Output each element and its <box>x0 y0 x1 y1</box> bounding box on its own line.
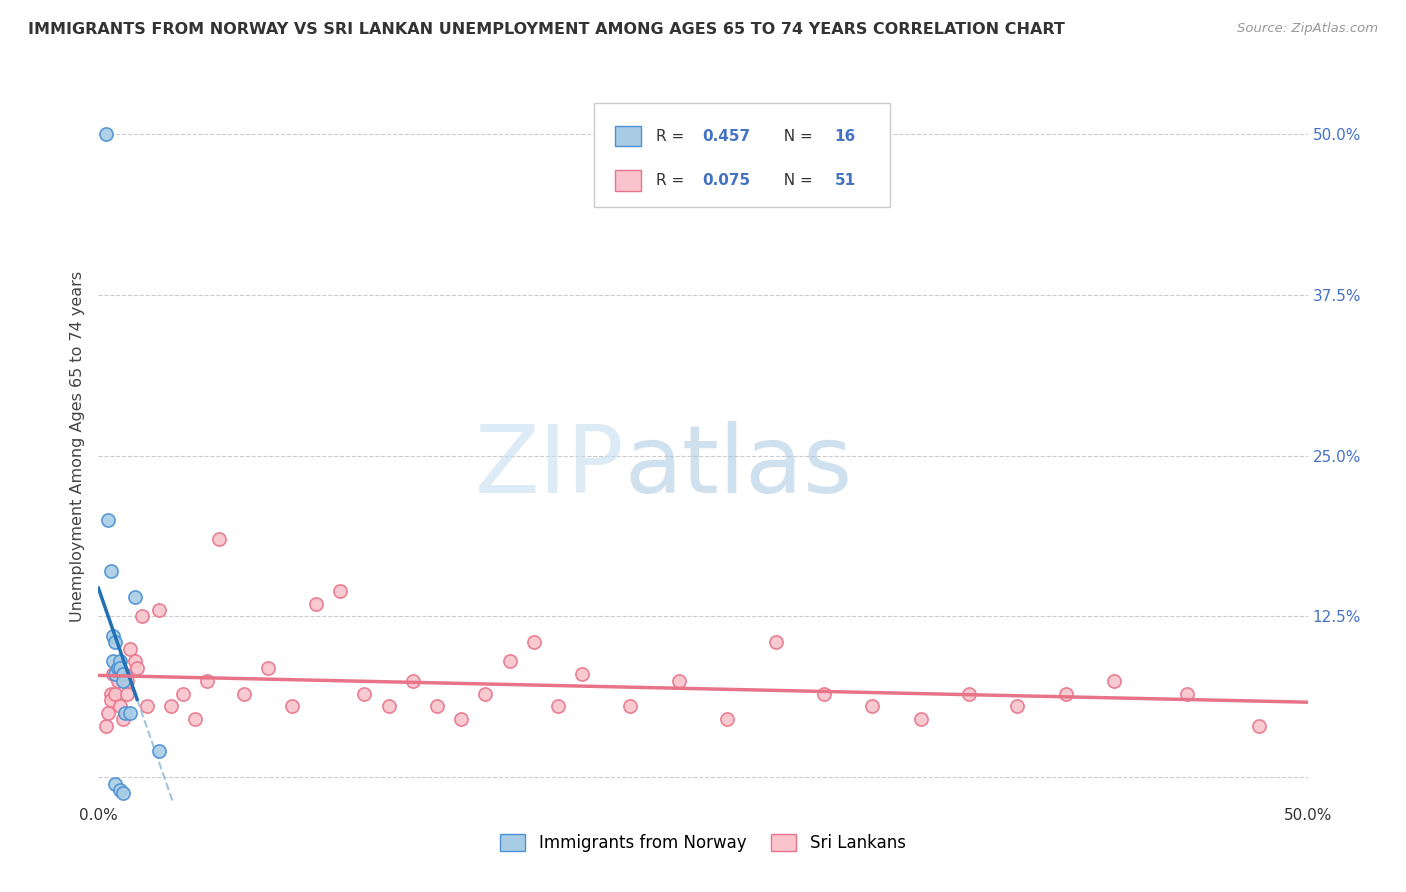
Text: Source: ZipAtlas.com: Source: ZipAtlas.com <box>1237 22 1378 36</box>
Point <box>108 654 131 668</box>
Point <box>232 686 254 700</box>
Point <box>1007 699 1029 714</box>
Point <box>450 712 472 726</box>
Point <box>114 667 136 681</box>
Point <box>1249 719 1271 733</box>
Point <box>124 590 146 604</box>
Text: IMMIGRANTS FROM NORWAY VS SRI LANKAN UNEMPLOYMENT AMONG AGES 65 TO 74 YEARS CORR: IMMIGRANTS FROM NORWAY VS SRI LANKAN UNE… <box>28 22 1064 37</box>
Point <box>547 699 569 714</box>
Point <box>100 693 122 707</box>
Point <box>860 699 883 714</box>
Point <box>101 667 124 681</box>
Point <box>107 661 129 675</box>
Point <box>910 712 932 726</box>
Point <box>100 686 122 700</box>
Text: 16: 16 <box>835 128 856 144</box>
Point <box>668 673 690 688</box>
Text: 0.457: 0.457 <box>702 128 749 144</box>
Point <box>107 673 129 688</box>
Point <box>111 785 134 799</box>
Point <box>1054 686 1077 700</box>
Point <box>402 673 425 688</box>
Point <box>1175 686 1198 700</box>
Point <box>117 673 139 688</box>
Point <box>426 699 449 714</box>
Point <box>619 699 641 714</box>
Text: R =: R = <box>655 173 689 188</box>
Point <box>108 661 131 675</box>
Legend: Immigrants from Norway, Sri Lankans: Immigrants from Norway, Sri Lankans <box>494 827 912 859</box>
Point <box>94 719 117 733</box>
Point <box>716 712 738 726</box>
Point <box>813 686 835 700</box>
Point <box>111 712 134 726</box>
Point <box>104 667 127 681</box>
Point <box>765 635 787 649</box>
Text: R =: R = <box>655 128 689 144</box>
Text: 51: 51 <box>835 173 856 188</box>
Point <box>114 706 136 720</box>
Point <box>131 609 153 624</box>
Point <box>108 783 131 797</box>
Point <box>100 565 122 579</box>
Point <box>148 603 170 617</box>
Text: ZIP: ZIP <box>475 421 624 514</box>
Point <box>108 699 131 714</box>
Text: N =: N = <box>775 173 818 188</box>
Point <box>104 635 127 649</box>
Point <box>118 641 141 656</box>
Point <box>281 699 304 714</box>
Text: N =: N = <box>775 128 818 144</box>
Y-axis label: Unemployment Among Ages 65 to 74 years: Unemployment Among Ages 65 to 74 years <box>69 270 84 622</box>
Point <box>111 667 134 681</box>
Text: atlas: atlas <box>624 421 852 514</box>
Point <box>329 583 352 598</box>
Point <box>172 686 194 700</box>
Point <box>208 533 231 547</box>
Point <box>1102 673 1125 688</box>
Bar <box>614 170 641 191</box>
Point <box>256 661 278 675</box>
FancyBboxPatch shape <box>595 103 890 207</box>
Point <box>135 699 157 714</box>
Point <box>104 686 127 700</box>
Point <box>377 699 399 714</box>
Point <box>124 654 146 668</box>
Point <box>101 629 124 643</box>
Point <box>117 686 139 700</box>
Point <box>571 667 593 681</box>
Point <box>184 712 207 726</box>
Point <box>474 686 496 700</box>
Point <box>195 673 218 688</box>
Point <box>111 673 134 688</box>
Point <box>160 699 183 714</box>
Bar <box>614 126 641 146</box>
Text: 0.075: 0.075 <box>702 173 749 188</box>
Point <box>957 686 980 700</box>
Point <box>353 686 375 700</box>
Point <box>94 127 117 141</box>
Point <box>148 744 170 758</box>
Point <box>523 635 546 649</box>
Point <box>127 661 149 675</box>
Point <box>97 706 120 720</box>
Point <box>305 597 328 611</box>
Point <box>104 776 127 790</box>
Point <box>101 654 124 668</box>
Point <box>498 654 520 668</box>
Point <box>97 513 120 527</box>
Point <box>118 706 141 720</box>
